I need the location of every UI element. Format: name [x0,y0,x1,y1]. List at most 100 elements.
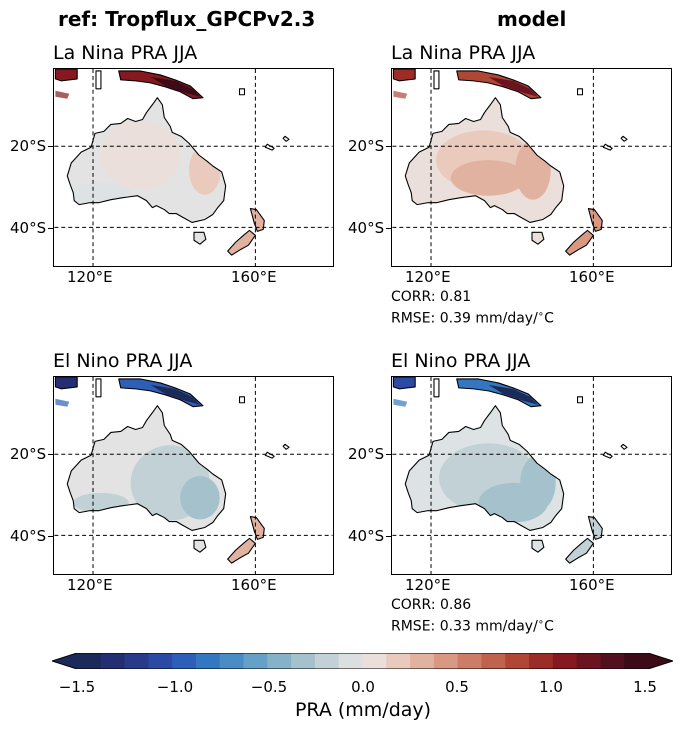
northwest-field [55,69,78,81]
colorbar-swatch [77,653,102,669]
colorbar-swatch [529,653,554,669]
panel-title-ref-lanina: La Nina PRA JJA [53,42,198,64]
colorbar-swatch [172,653,197,669]
colorbar-swatch [195,653,221,669]
australia-coastline [404,97,565,223]
nz-south-coastline [565,229,594,256]
island-coastline [238,396,246,404]
nz-north-coastline [249,516,265,540]
nz-north-field [588,516,603,540]
colorbar-swatch [148,653,173,669]
lon-tick-120e: 120°E [405,576,451,594]
model-column-title: model [497,7,567,31]
map-svg-model-elnino [392,377,671,574]
colorbar-swatch [338,653,363,669]
tasmania-coastline [193,231,207,245]
island-coastline [95,378,102,398]
colorbar-extend-high [648,653,673,669]
island-coastline [95,70,102,90]
colorbar-tick: −0.5 [250,678,288,696]
map-svg-ref-lanina [54,69,333,266]
new-guinea-coastline [456,70,542,100]
map-model-elnino [391,376,672,575]
anomaly-contour [515,140,551,200]
colorbar-swatch [481,653,506,669]
island-coastline [433,378,440,398]
corr-elnino: CORR: 0.86 [391,597,472,613]
lon-tick-160e: 160°E [569,576,615,594]
corr-lanina: CORR: 0.81 [391,289,472,305]
panel-title-model-elnino: El Nino PRA JJA [391,350,531,372]
lat-tickmark [386,536,391,537]
colorbar-swatch [267,653,292,669]
lat-tickmark [386,146,391,147]
nz-north-field [250,208,265,232]
colorbar-swatch [624,653,649,669]
australia-anomaly [438,443,556,523]
nz-south-field [565,538,594,564]
anomaly-contour [450,160,527,196]
island-coastline [433,70,440,90]
nz-south-field [565,230,594,256]
northwest-coastline [392,69,416,82]
new-guinea-field [456,378,541,407]
nz-south-field [227,538,256,564]
colorbar-swatch [576,653,601,669]
colorbar-tick: 1.0 [539,678,563,696]
anomaly-contour [100,120,181,190]
island-coastline [264,451,275,459]
anomaly-contour [189,145,221,195]
island-coastline [620,443,628,450]
map-content [392,377,671,574]
nz-north-field [250,516,265,540]
colorbar-tick: −1.5 [58,678,96,696]
colorbar-swatch [243,653,268,669]
rmse-lanina: RMSE: 0.39 mm/day/∘C [391,309,554,327]
colorbar-swatch [552,653,578,669]
northwest-field [393,69,416,81]
island-coastline [238,88,246,96]
nz-north-field [588,208,603,232]
tasmania-coastline [531,539,545,553]
tasmania-coastline [531,231,545,245]
new-guinea-field [456,70,541,99]
nz-north-coastline [249,208,265,232]
lat-tickmark [48,454,53,455]
lon-tick-120e: 120°E [405,268,451,286]
island-field [393,398,408,407]
colorbar-tick: 1.5 [633,678,657,696]
nz-north-coastline [587,208,603,232]
lat-tick-20s: 20°S [348,445,385,463]
new-guinea-field [118,378,203,407]
colorbar-swatch [600,653,625,669]
new-guinea-core [488,384,538,405]
colorbar-swatch [410,653,435,669]
colorbar-tick: 0.0 [351,678,375,696]
nz-south-field [227,230,256,256]
australia-coastline [66,405,227,531]
island-coastline [282,443,290,450]
map-svg-ref-elnino [54,377,333,574]
lat-tick-40s: 40°S [348,219,385,237]
colorbar-swatch [457,653,482,669]
panel-title-ref-elnino: El Nino PRA JJA [53,350,193,372]
nz-north-coastline [587,516,603,540]
map-svg-model-lanina [392,69,671,266]
new-guinea-core [150,384,200,405]
new-guinea-coastline [456,378,542,408]
colorbar-swatch [291,653,316,669]
tasmania-coastline [193,539,207,553]
new-guinea-core [150,76,200,97]
australia-coastline [66,97,227,223]
lon-tick-160e: 160°E [231,576,277,594]
colorbar-extend-low [52,653,77,669]
new-guinea-coastline [118,70,204,100]
lat-tick-40s: 40°S [348,527,385,545]
colorbar-swatch [386,653,411,669]
northwest-coastline [54,69,78,82]
lat-tickmark [386,228,391,229]
australia-coastline [404,405,565,531]
lat-tickmark [48,536,53,537]
island-coastline [264,143,275,151]
new-guinea-field [118,70,203,99]
